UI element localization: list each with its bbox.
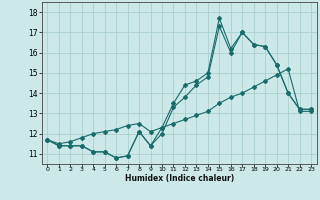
- X-axis label: Humidex (Indice chaleur): Humidex (Indice chaleur): [124, 174, 234, 183]
